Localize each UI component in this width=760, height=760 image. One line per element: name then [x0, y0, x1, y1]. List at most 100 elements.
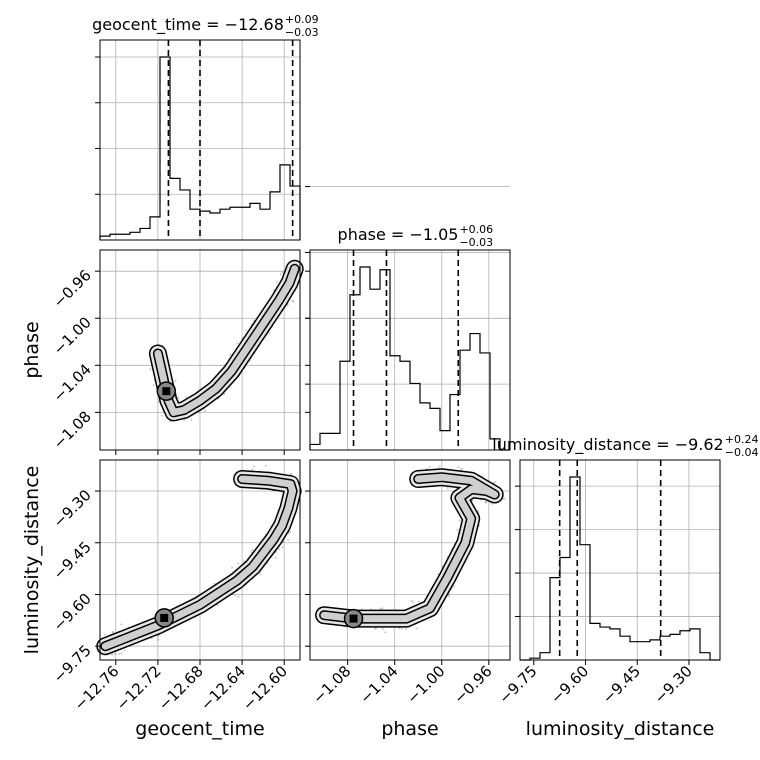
title-minus: −0.03	[459, 236, 493, 249]
sample-point	[251, 549, 254, 551]
sample-point	[111, 653, 114, 656]
histogram-frame	[99, 39, 301, 241]
sample-point	[275, 280, 278, 283]
sample-point	[104, 633, 107, 636]
sample-point	[251, 468, 254, 471]
sample-point	[185, 396, 188, 399]
histogram-step-line	[520, 476, 720, 661]
title-minus: −0.03	[285, 26, 319, 39]
x-axis-phase: −1.08 −1.04 −1.00 −0.96 phase	[309, 660, 496, 740]
x-axis-luminosity_distance: −9.75 −9.60 −9.45 −9.30 luminosity_distance	[495, 660, 714, 740]
title-eq: =	[201, 15, 225, 34]
sample-point	[287, 538, 290, 541]
contour-fill-inner	[320, 473, 499, 623]
sample-point	[120, 623, 123, 626]
sample-point	[281, 546, 284, 549]
sample-point	[292, 300, 295, 303]
histogram-luminosity_distance: luminosity_distance = −9.62 +0.24−0.04	[492, 433, 759, 661]
sample-point	[291, 300, 294, 303]
sample-point	[461, 467, 463, 470]
x-tick-label: −12.60	[239, 662, 291, 714]
sample-point	[190, 419, 193, 421]
histogram-frame	[519, 459, 721, 661]
pair-phase-luminosity_distance	[310, 460, 510, 660]
panel-title: luminosity_distance = −9.62	[492, 435, 723, 455]
y-tick-label: −9.30	[50, 486, 95, 531]
sample-point	[379, 607, 382, 610]
sample-point	[157, 400, 160, 403]
sample-point	[268, 332, 271, 335]
title-param: geocent_time	[92, 15, 201, 35]
sample-point	[278, 548, 280, 551]
y-tick-label: −1.08	[50, 407, 95, 452]
title-param: phase	[338, 225, 386, 244]
sample-point	[428, 465, 431, 468]
pair-geocent_time-luminosity_distance	[96, 460, 302, 660]
x-tick-label: −12.68	[155, 662, 207, 714]
sample-point	[237, 562, 240, 565]
sample-point	[114, 653, 116, 656]
histogram-phase: phase = −1.05 +0.06−0.03	[305, 186, 510, 451]
title-param: luminosity_distance	[492, 435, 651, 455]
title-plus: +0.24	[725, 433, 759, 446]
x-tick-label: −0.96	[450, 662, 495, 707]
sample-point	[259, 573, 262, 576]
title-plus: +0.09	[285, 13, 319, 26]
sample-point	[457, 466, 460, 469]
x-tick-label: −1.00	[403, 662, 448, 707]
y-tick-label: −9.45	[50, 538, 95, 583]
sample-point	[404, 628, 407, 631]
sample-point	[236, 342, 239, 345]
sample-point	[494, 480, 497, 483]
y-axis-phase: −1.08−1.04−1.00−0.96 phase	[21, 266, 100, 453]
y-tick-label: −1.04	[50, 360, 95, 405]
sample-point	[279, 273, 282, 276]
sample-point	[412, 601, 415, 604]
sample-point	[111, 631, 114, 633]
sample-point	[286, 304, 289, 307]
sample-point	[204, 409, 206, 412]
sample-point	[120, 652, 123, 655]
sample-point	[168, 420, 171, 423]
density-peak-core	[162, 387, 171, 396]
title-plus: +0.06	[459, 223, 493, 236]
sample-point	[503, 497, 506, 500]
sample-point	[149, 368, 152, 371]
panel-title: geocent_time = −12.68	[92, 15, 284, 35]
x-tick-label: −9.30	[651, 662, 696, 707]
title-eq: =	[651, 435, 675, 454]
x-axis-label: luminosity_distance	[526, 718, 715, 740]
density-peak-core	[349, 614, 358, 623]
y-tick-label: −9.60	[50, 590, 95, 635]
sample-point	[458, 519, 461, 522]
x-axis-label: phase	[381, 718, 438, 740]
title-median: −1.05	[409, 225, 458, 244]
sample-point	[446, 487, 449, 489]
sample-point	[381, 627, 384, 630]
y-axis-label: luminosity_distance	[21, 466, 43, 655]
sample-point	[237, 595, 240, 598]
sample-point	[157, 638, 160, 641]
density-peak-core	[160, 613, 169, 622]
title-median: −12.68	[225, 15, 284, 34]
x-tick-label: −1.04	[356, 662, 401, 707]
sample-point	[216, 604, 219, 606]
sample-point	[123, 649, 126, 652]
x-tick-label: −1.08	[309, 662, 354, 707]
sample-point	[174, 379, 177, 382]
sample-point	[289, 530, 292, 533]
y-tick-label: −0.96	[50, 266, 95, 311]
title-eq: =	[386, 225, 410, 244]
sample-point	[438, 465, 441, 468]
sample-point	[447, 595, 450, 598]
sample-point	[243, 560, 246, 563]
sample-point	[183, 419, 186, 422]
sample-point	[381, 607, 384, 610]
pair-geocent_time-phase	[100, 250, 304, 450]
sample-point	[410, 599, 413, 602]
histogram-geocent_time: geocent_time = −12.68 +0.09−0.03	[92, 13, 319, 240]
y-axis-label: phase	[21, 321, 43, 378]
title-median: −9.62	[675, 435, 724, 454]
sample-point	[264, 464, 267, 467]
